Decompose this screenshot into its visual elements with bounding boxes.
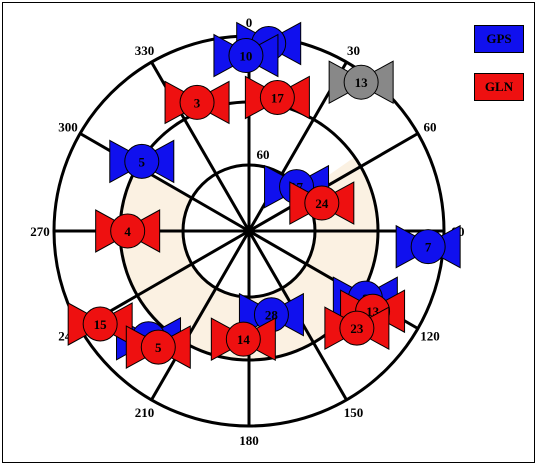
legend-label-gln: GLN [484, 79, 514, 94]
visibility-band-lower [120, 231, 378, 360]
satellite-gps-5: 5 [109, 139, 175, 184]
visibility-band-left [120, 166, 192, 231]
satellite-body [259, 79, 295, 115]
azimuth-spoke-60 [248, 132, 419, 233]
satellite-gln-3: 3 [164, 80, 230, 125]
satellite-body [124, 143, 160, 179]
satellite-id-label: 7 [425, 240, 432, 255]
satellite-gln-17: 17 [244, 75, 310, 120]
skyplot-frame: 030609012015018021024027030033060 410171… [2, 2, 535, 463]
azimuth-label-210: 210 [135, 405, 155, 420]
satellite-skyplot: 030609012015018021024027030033060 410171… [30, 15, 464, 448]
legend-item-gln: GLN [474, 73, 524, 101]
satellite-gln-23: 23 [324, 306, 390, 350]
satellite-id-label: 10 [239, 49, 252, 64]
satellite-gln-14: 14 [210, 317, 276, 362]
legend-item-gps: GPS [474, 25, 524, 53]
satellite-gps-10: 10 [213, 33, 279, 78]
satellite-id-label: 13 [355, 75, 369, 90]
satellite-gln-4: 4 [95, 209, 161, 253]
satellite-body [110, 213, 146, 249]
satellite-gln-5: 5 [125, 325, 191, 369]
satellite-id-label: 24 [315, 196, 329, 211]
satellite-body [82, 306, 118, 342]
satellite-body [343, 64, 379, 100]
satellite-id-label: 23 [350, 321, 364, 336]
azimuth-labels: 030609012015018021024027030033060 [30, 15, 464, 448]
satellite-id-label: 14 [237, 332, 251, 347]
satellite-body [179, 84, 215, 120]
satellite-id-label: 5 [155, 340, 162, 355]
satellite-body [339, 310, 375, 346]
satellite-body [410, 229, 446, 265]
azimuth-label-60: 60 [423, 120, 436, 135]
satellite-id-label: 17 [271, 90, 285, 105]
satellite-id-label: 5 [139, 154, 146, 169]
satellite-body [225, 321, 261, 357]
azimuth-label-120: 120 [420, 329, 440, 344]
satellite-body [304, 185, 340, 221]
satellite-id-label: 4 [124, 224, 131, 239]
satellite-body [140, 329, 176, 365]
azimuth-label-180: 180 [239, 433, 259, 448]
azimuth-spoke-300 [79, 132, 250, 233]
azimuth-label-300: 300 [58, 120, 78, 135]
satellite-body [228, 38, 264, 74]
legend: GPS GLN [474, 25, 528, 121]
azimuth-label-330: 330 [135, 43, 155, 58]
azimuth-label-30: 30 [347, 43, 360, 58]
satellite-gln-15: 15 [67, 302, 133, 346]
satellite-id-label: 15 [94, 317, 108, 332]
satellite-id-label: 3 [194, 95, 201, 110]
satellite-unknown-13: 13 [328, 60, 394, 105]
azimuth-label-0: 0 [246, 15, 253, 30]
legend-label-gps: GPS [486, 31, 512, 46]
satellite-gps-28: 28 [238, 292, 304, 337]
elevation-label-60: 60 [257, 147, 270, 162]
azimuth-spoke-210 [150, 230, 251, 401]
satellite-gln-24: 24 [289, 181, 355, 225]
satellite-markers: 4101713351724478132328145155 [67, 21, 461, 369]
azimuth-label-270: 270 [30, 224, 50, 239]
satellite-gps-7: 7 [395, 224, 461, 269]
azimuth-label-150: 150 [344, 405, 364, 420]
